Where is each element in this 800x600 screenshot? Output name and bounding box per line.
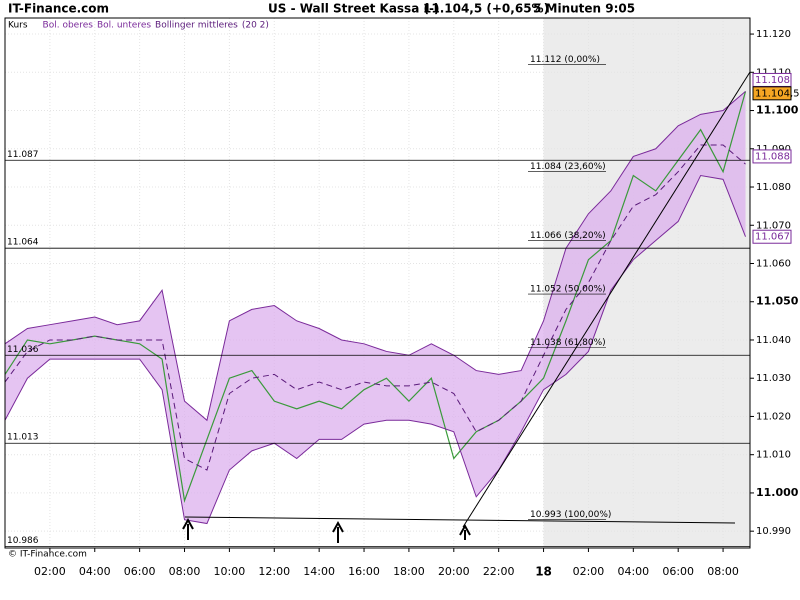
x-tick-label: 06:00 [662, 565, 694, 578]
legend-note: (20 2) [242, 21, 269, 31]
price-marker [752, 149, 792, 164]
y-tick-label: 11.100 [756, 104, 799, 117]
trend-line [462, 71, 751, 528]
fib-label: 11.066 (38,20%) [530, 231, 606, 241]
level-label: 11.064 [7, 238, 39, 248]
interval: 5 Minuten 9:05 [533, 2, 635, 16]
x-tick-label: 12:00 [258, 565, 290, 578]
copyright: © IT-Finance.com [8, 550, 87, 560]
site-name: IT-Finance.com [8, 2, 109, 16]
fib-label: 11.084 (23,60%) [530, 162, 606, 172]
level-label: 11.013 [7, 433, 39, 443]
y-tick-label: 11.020 [756, 411, 791, 422]
series-line [4, 144, 746, 471]
legend-entry: Kurs [8, 21, 28, 31]
x-tick-label: 14:00 [303, 565, 335, 578]
trend-line [184, 516, 736, 524]
fib-label: 10.993 (100,00%) [530, 510, 611, 520]
x-tick-label: 08:00 [707, 565, 739, 578]
x-tick-label: 06:00 [124, 565, 156, 578]
price-marker [752, 229, 792, 244]
y-tick-label: 11.050 [756, 295, 799, 308]
x-tick-label: 10:00 [214, 565, 246, 578]
level-label: 10.986 [7, 536, 39, 546]
x-tick-label: 04:00 [79, 565, 111, 578]
y-tick-label: 11.090 [756, 144, 791, 155]
fib-label: 11.112 (0,00%) [530, 55, 600, 65]
legend-entry: Bol. unteres [97, 21, 151, 31]
price-marker-label: 11.067 [755, 232, 790, 243]
x-tick-label: 02:00 [573, 565, 605, 578]
series-line [4, 91, 746, 422]
arrow [332, 520, 344, 543]
x-tick-label: 22:00 [483, 565, 515, 578]
x-tick-label: 18:00 [393, 565, 425, 578]
y-tick-label: 11.080 [756, 182, 791, 193]
chart-title: US - Wall Street Kassa (-) [268, 2, 439, 16]
y-tick-label: 10.990 [756, 526, 791, 537]
band-fill [5, 91, 746, 524]
x-tick-label: 04:00 [617, 565, 649, 578]
y-tick-label: 11.040 [756, 335, 791, 346]
fib-label: 11.052 (50,00%) [530, 285, 606, 295]
y-tick-label: 11.070 [756, 220, 791, 231]
fib-label: 11.038 (61,80%) [530, 338, 606, 348]
y-tick-label: 11.060 [756, 258, 791, 269]
level-label: 11.036 [7, 345, 39, 355]
y-tick-label: 11.030 [756, 373, 791, 384]
y-tick-label: 11.010 [756, 450, 791, 461]
arrow [459, 523, 471, 540]
quote: 11.104,5 (+0,65%) [423, 2, 549, 16]
price-marker-label: 11.088 [755, 151, 790, 162]
level-label: 11.087 [7, 150, 39, 160]
price-marker [752, 86, 792, 101]
y-tick-label: 11.110 [756, 67, 791, 78]
legend-entry: Bollinger mittleres [155, 21, 238, 31]
y-tick-label: 11.000 [756, 486, 799, 499]
y-tick-label: 11.120 [756, 29, 791, 40]
price-marker-label: 11.104,5 [755, 88, 800, 99]
price-marker-label: 11.108 [755, 75, 790, 86]
x-tick-label: 18 [535, 565, 552, 579]
x-tick-label: 02:00 [34, 565, 66, 578]
arrow [182, 517, 194, 540]
x-tick-label: 20:00 [438, 565, 470, 578]
legend-entry: Bol. oberes [43, 21, 94, 31]
plot-frame [4, 17, 751, 549]
x-tick-label: 08:00 [169, 565, 201, 578]
x-tick-label: 16:00 [348, 565, 380, 578]
